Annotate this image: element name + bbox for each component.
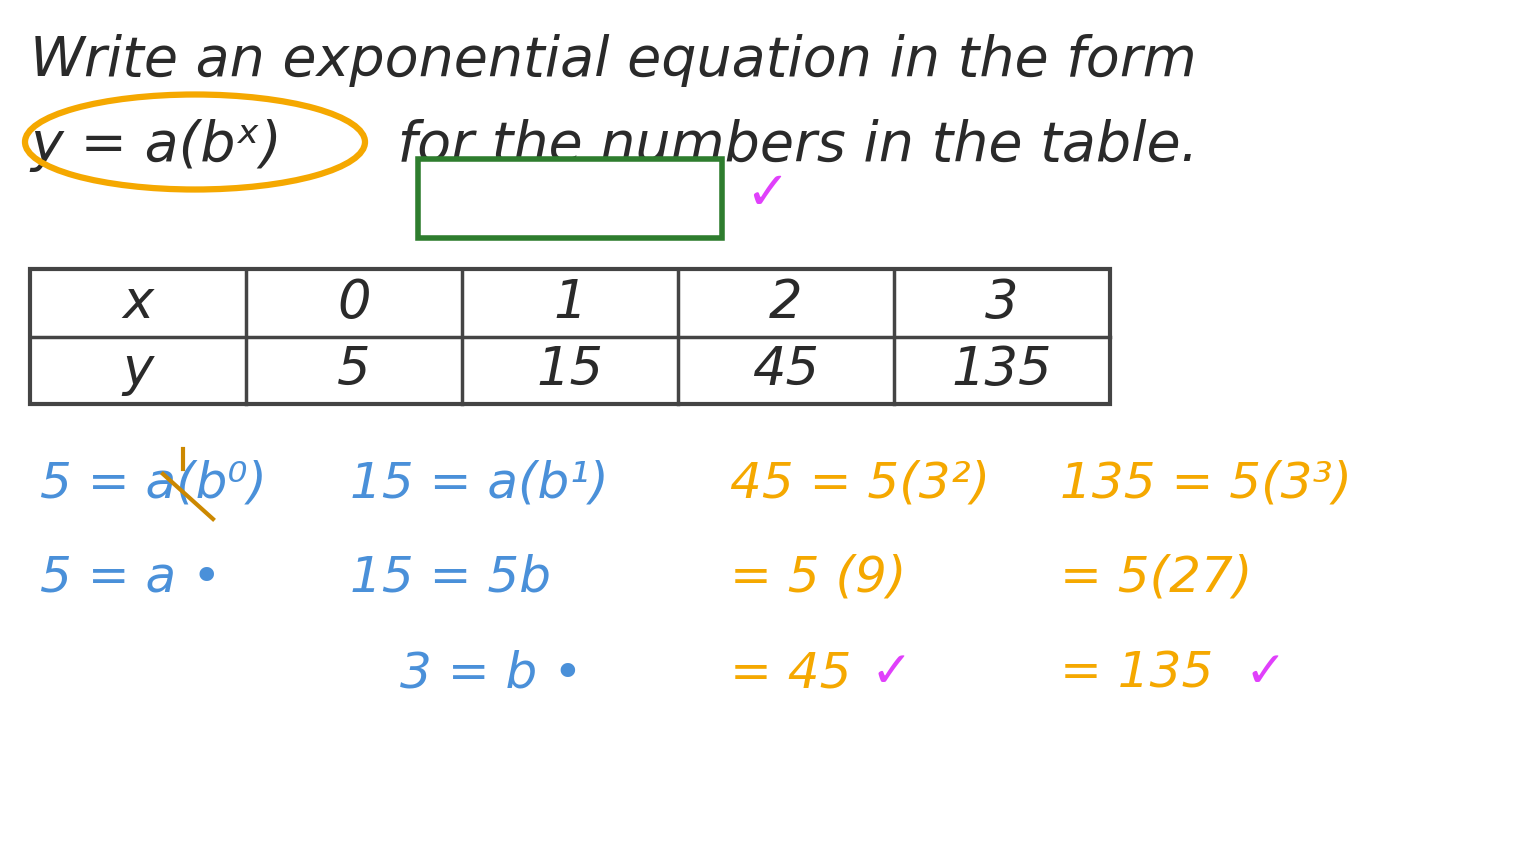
Text: 15: 15 (536, 344, 604, 397)
Text: 45: 45 (753, 344, 820, 397)
Text: 45 = 5(3²): 45 = 5(3²) (730, 459, 991, 507)
Text: 2: 2 (770, 276, 803, 328)
Text: = 5 (9): = 5 (9) (730, 554, 906, 602)
Text: 5: 5 (338, 344, 370, 397)
Text: 15 = 5b: 15 = 5b (350, 554, 551, 602)
Text: y: y (123, 344, 154, 397)
Bar (31, 269, 1111, 404)
Text: 5 = a •: 5 = a • (40, 554, 221, 602)
Text: for the numbers in the table.: for the numbers in the table. (379, 119, 1198, 172)
Text: Write an exponential equation in the form: Write an exponential equation in the for… (31, 34, 1197, 87)
Text: ✓: ✓ (1246, 649, 1287, 697)
Text: 5 = a(b⁰): 5 = a(b⁰) (40, 459, 267, 507)
Text: 135: 135 (952, 344, 1052, 397)
Text: y = 5(3ˣ): y = 5(3ˣ) (450, 173, 690, 225)
Text: y = a(bˣ): y = a(bˣ) (31, 119, 281, 172)
Text: 3: 3 (985, 276, 1018, 328)
Text: = 5(27): = 5(27) (1060, 554, 1252, 602)
Text: 0: 0 (338, 276, 370, 328)
Text: 3 = b •: 3 = b • (399, 649, 582, 697)
Text: x: x (123, 276, 154, 328)
Text: 1: 1 (553, 276, 587, 328)
Text: = 45: = 45 (730, 649, 851, 697)
FancyBboxPatch shape (418, 159, 722, 238)
Text: 15 = a(b¹): 15 = a(b¹) (350, 459, 608, 507)
Text: ✓: ✓ (869, 649, 912, 697)
Text: 135 = 5(3³): 135 = 5(3³) (1060, 459, 1352, 507)
Text: ✓: ✓ (745, 168, 790, 219)
Text: = 135: = 135 (1060, 649, 1213, 697)
